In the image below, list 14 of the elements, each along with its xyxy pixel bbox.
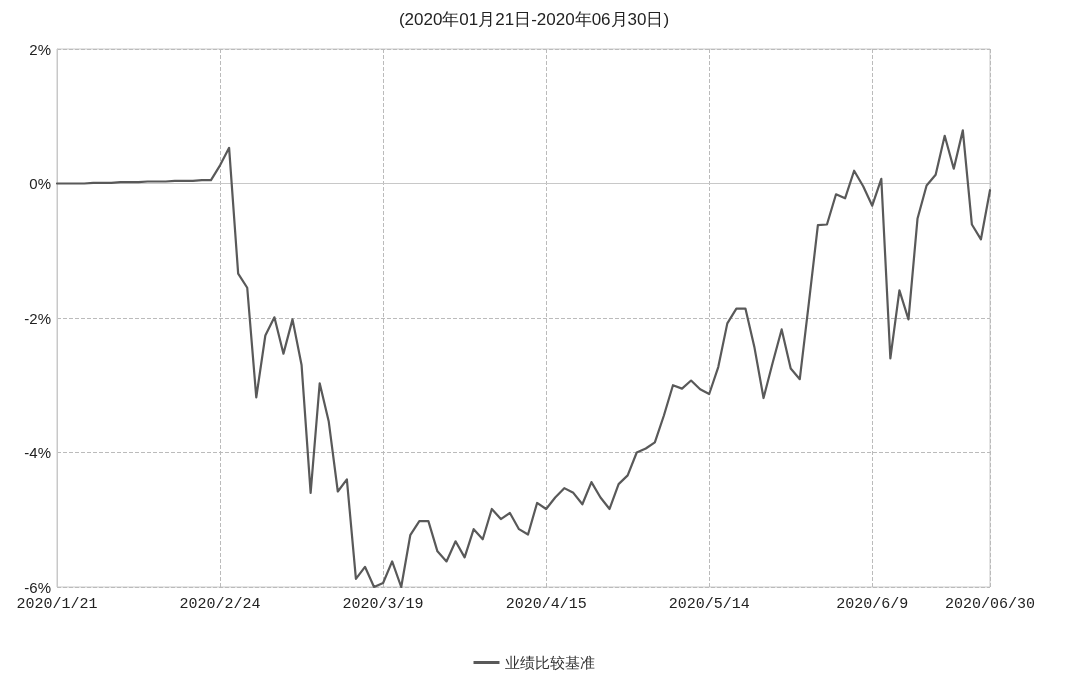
y-tick-label: 2% — [29, 40, 51, 58]
x-tick-label: 2020/2/24 — [179, 596, 261, 613]
y-tick-label: -4% — [24, 444, 51, 461]
legend-label: 业绩比较基准 — [504, 654, 595, 671]
y-tick-label: -6% — [24, 578, 51, 596]
chart-title: (2020年01月21日-2020年06月30日) — [398, 10, 670, 29]
y-tick-label: 0% — [29, 175, 51, 192]
x-tick-label: 2020/1/21 — [16, 596, 98, 613]
x-tick-label: 2020/4/15 — [505, 596, 587, 613]
x-tick-label: 2020/3/19 — [342, 596, 424, 613]
x-tick-label: 2020/5/14 — [668, 596, 750, 613]
y-tick-label: -2% — [24, 309, 51, 327]
x-tick-label: 2020/06/30 — [944, 596, 1036, 613]
x-tick-label: 2020/6/9 — [836, 596, 909, 613]
